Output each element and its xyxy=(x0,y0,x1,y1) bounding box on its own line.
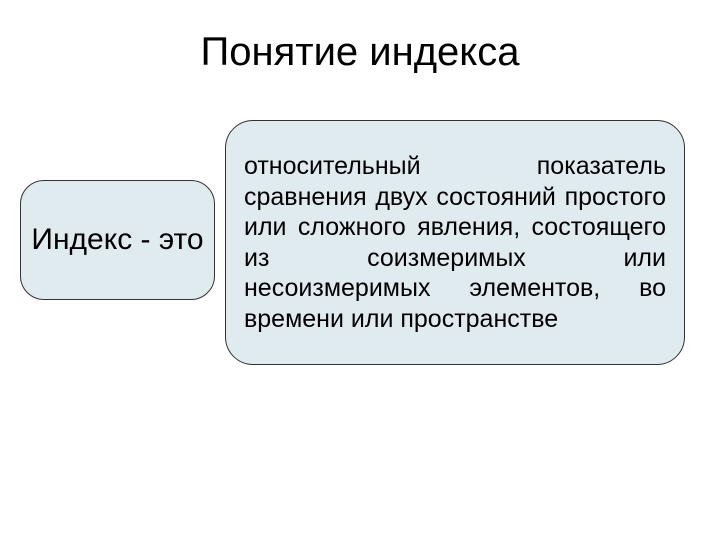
term-label: Индекс - это xyxy=(31,223,203,257)
slide-title: Понятие индекса xyxy=(0,30,720,75)
definition-box: относительный показатель сравнения двух … xyxy=(225,120,685,365)
term-box: Индекс - это xyxy=(20,180,215,300)
definition-text: относительный показатель сравнения двух … xyxy=(244,151,666,334)
